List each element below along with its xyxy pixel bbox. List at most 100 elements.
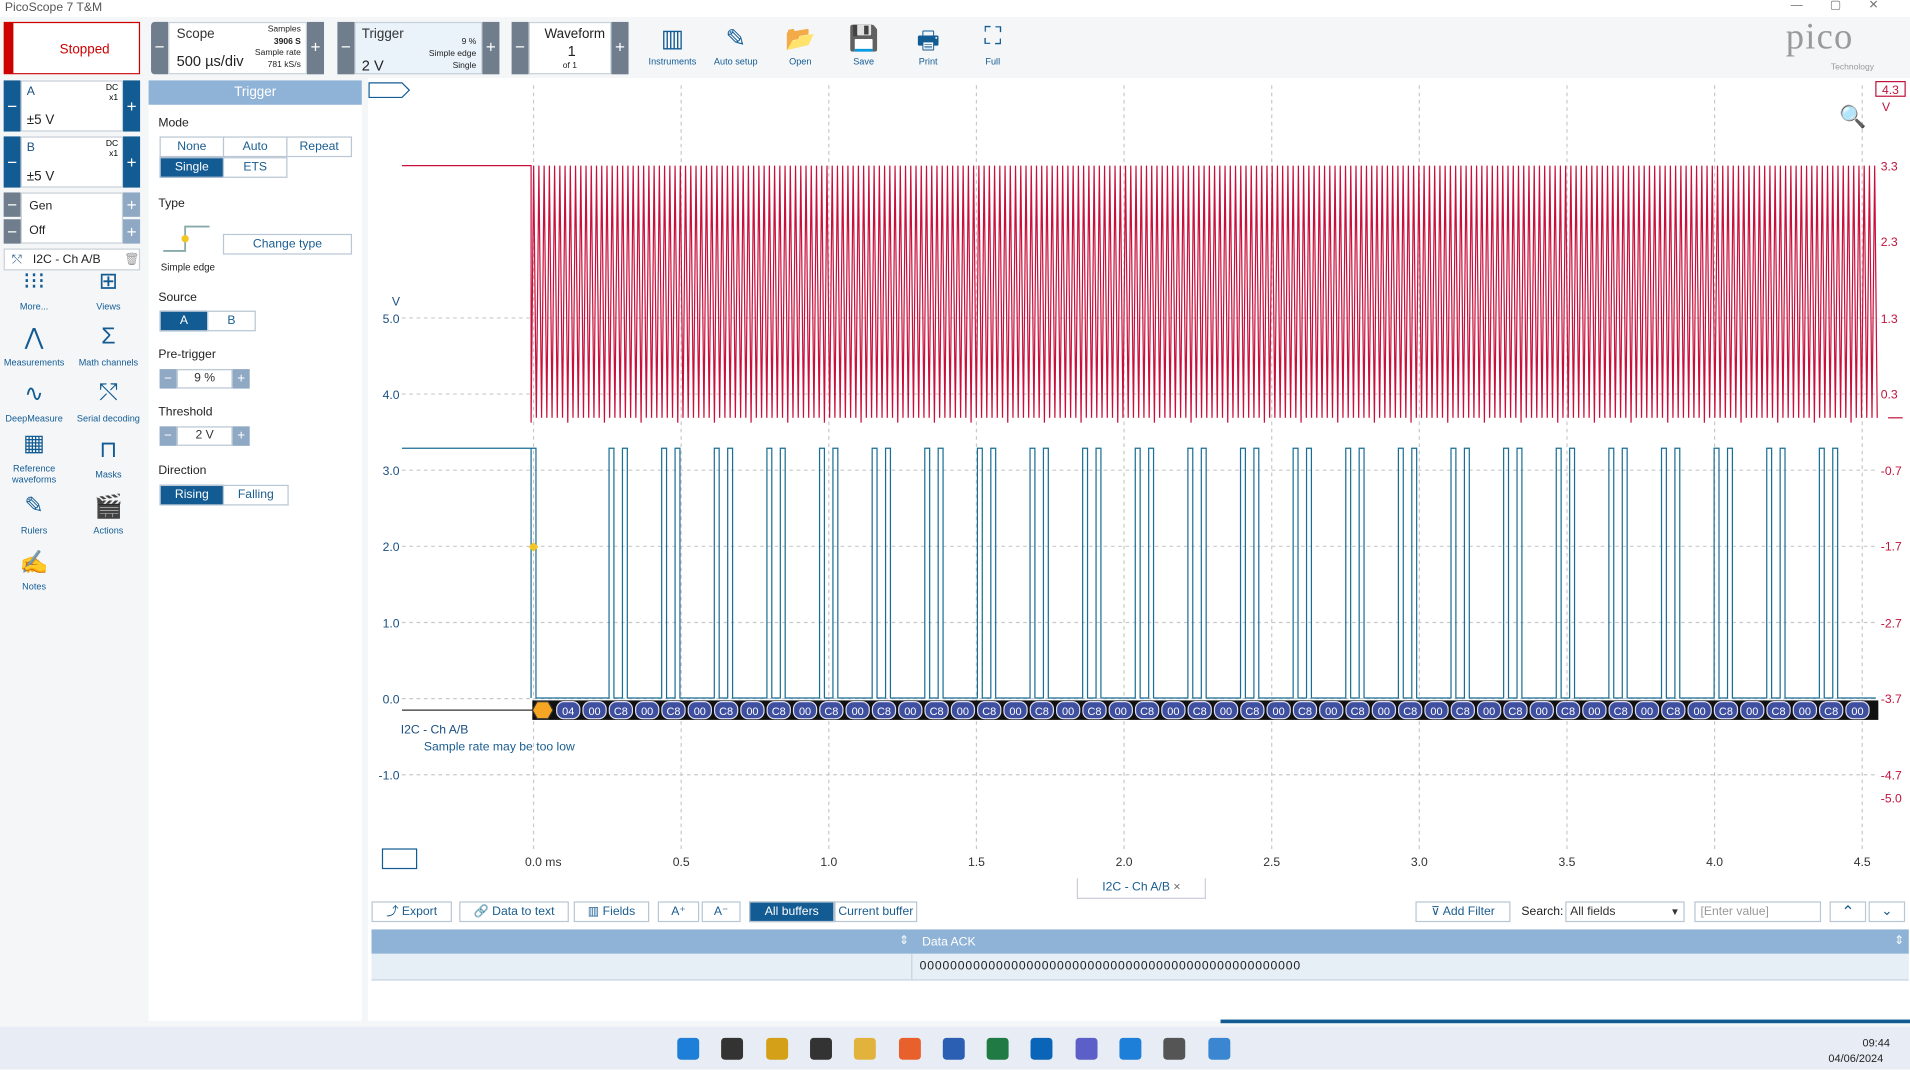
table-button[interactable]: A⁺ [657,901,700,923]
toolbar-button[interactable]: 💾 Save [832,22,895,73]
scope-box[interactable]: Scope 500 µs/div Samples 3906 S Sample r… [168,21,307,75]
toolbar-button[interactable]: ▥ Instruments [641,22,704,73]
gen-minus-2[interactable]: − [3,219,21,244]
taskbar-icon[interactable] [898,1037,921,1060]
trigger-box[interactable]: Trigger 2 V 9 % Simple edge Single [354,21,483,75]
threshold-minus[interactable]: − [159,426,177,446]
pretrigger-value[interactable]: 9 % [176,369,233,389]
table-row[interactable]: 0000000000000000000000000000000000000000… [371,953,1909,981]
table-button[interactable]: A⁻ [701,901,741,923]
decoder-tab[interactable]: I2C - Ch A/B × [1076,878,1206,899]
tool-label[interactable]: Math channels [78,356,139,368]
channel-plus[interactable]: + [123,80,141,132]
search-field[interactable]: All fields ▼ [1565,901,1685,923]
tool-label[interactable]: Reference waveforms [12,462,57,485]
tool-icon[interactable]: ⊓ [99,437,118,463]
tool-label[interactable]: Rulers [20,525,48,536]
packet-label: C8 [1772,706,1786,718]
table-button[interactable]: 🔗 Data to text [459,901,569,923]
tool-label[interactable]: Views [96,300,121,312]
toolbar-button[interactable]: ✎ Auto setup [704,22,767,73]
mode-repeat[interactable]: Repeat [286,136,353,158]
toolbar-button[interactable]: 🖶 Print [897,22,960,73]
trigger-plus[interactable]: + [482,21,500,75]
search-input[interactable]: [Enter value] [1694,901,1822,923]
pretrigger-plus[interactable]: + [232,369,250,389]
tool-label[interactable]: More... [19,300,49,312]
tool-label[interactable]: Actions [93,525,124,536]
tool-label[interactable]: Masks [95,468,122,480]
taskbar-icon[interactable] [721,1037,744,1060]
mode-auto[interactable]: Auto [222,136,288,158]
taskbar-icon[interactable] [1119,1037,1142,1060]
search-up[interactable]: ⌃ [1829,901,1867,923]
sort-icon-2[interactable]: ⇕ [1894,934,1905,948]
toolbar-button[interactable]: ⛶ Full [961,22,1024,73]
taskbar-icon[interactable] [942,1037,965,1060]
taskbar-icon[interactable] [1207,1037,1230,1060]
decoder-delete[interactable]: 🗑 [124,253,140,267]
tool-icon[interactable]: ⁝⁝⁝ [23,269,46,295]
taskbar-icon[interactable] [1075,1037,1098,1060]
change-type[interactable]: Change type [222,233,353,255]
packet-label: 00 [1430,706,1442,718]
dir-rising[interactable]: Rising [159,484,225,506]
tool-label[interactable]: Serial decoding [76,412,140,424]
window-controls[interactable]: — ▢ ✕ [1790,0,1879,13]
tool-icon[interactable]: Σ [101,324,116,350]
mode-ets[interactable]: ETS [222,157,288,178]
waveform-box[interactable]: Waveform 1 of 1 [528,21,612,75]
scope-minus[interactable]: − [151,21,169,75]
toolbar-button[interactable]: 📂 Open [769,22,832,73]
tool-label[interactable]: DeepMeasure [5,412,63,424]
run-stop-button[interactable]: Stopped [3,21,141,75]
gen-box[interactable]: Gen Off [20,192,124,244]
taskbar-icon[interactable] [986,1037,1009,1060]
scope-plus[interactable]: + [306,21,325,75]
tool-icon[interactable]: ∿ [24,381,44,407]
table-button[interactable]: ⊽ Add Filter [1415,901,1511,923]
mode-single[interactable]: Single [159,157,225,178]
table-button[interactable]: All buffers [749,901,835,923]
source-b[interactable]: B [207,310,256,332]
source-a[interactable]: A [159,310,209,332]
table-button[interactable]: Current buffer [834,901,918,923]
threshold-plus[interactable]: + [232,426,250,446]
taskbar-icon[interactable] [1030,1037,1053,1060]
tool-icon[interactable]: 🎬 [93,494,123,521]
search-down[interactable]: ⌄ [1868,901,1906,923]
taskbar-icon[interactable] [809,1037,832,1060]
waveform-minus[interactable]: − [511,21,529,75]
tool-icon[interactable]: ✍ [19,550,49,577]
tool-icon[interactable]: ⊞ [98,269,119,295]
tool-icon[interactable]: ⋀ [24,325,44,351]
tool-label[interactable]: Notes [22,581,47,593]
tool-icon[interactable]: ⤲ [99,380,118,406]
channel-minus[interactable]: − [3,80,21,132]
taskbar-icon[interactable] [765,1037,788,1060]
channel-plus[interactable]: + [123,136,141,188]
trigger-minus[interactable]: − [337,21,355,75]
taskbar-icon[interactable] [677,1037,700,1060]
taskbar-icon[interactable] [854,1037,877,1060]
pretrigger-minus[interactable]: − [159,369,177,389]
dir-falling[interactable]: Falling [222,484,289,506]
threshold-value[interactable]: 2 V [176,426,233,446]
waveform-plus[interactable]: + [611,21,629,75]
taskbar-icon[interactable] [1163,1037,1186,1060]
gen-plus[interactable]: + [123,192,141,217]
tool-icon[interactable]: ✎ [24,493,44,519]
gen-minus[interactable]: − [3,192,21,217]
packet [1450,701,1476,720]
mode-none[interactable]: None [159,136,225,158]
channel-box[interactable]: A DC x1 ±5 V [20,80,124,132]
channel-box[interactable]: B DC x1 ±5 V [20,136,124,188]
table-button[interactable]: ⤴ Export [371,901,452,923]
gen-plus-2[interactable]: + [123,219,141,244]
tool-label[interactable]: Measurements [3,356,65,368]
tool-icon[interactable]: ▦ [23,431,46,457]
channel-minus[interactable]: − [3,136,21,188]
table-button[interactable]: ▥ Fields [573,901,650,923]
sort-icon[interactable]: ⇕ [898,934,910,948]
decoder-chip[interactable]: ⤲ I2C - Ch A/B 🗑 [3,248,141,271]
